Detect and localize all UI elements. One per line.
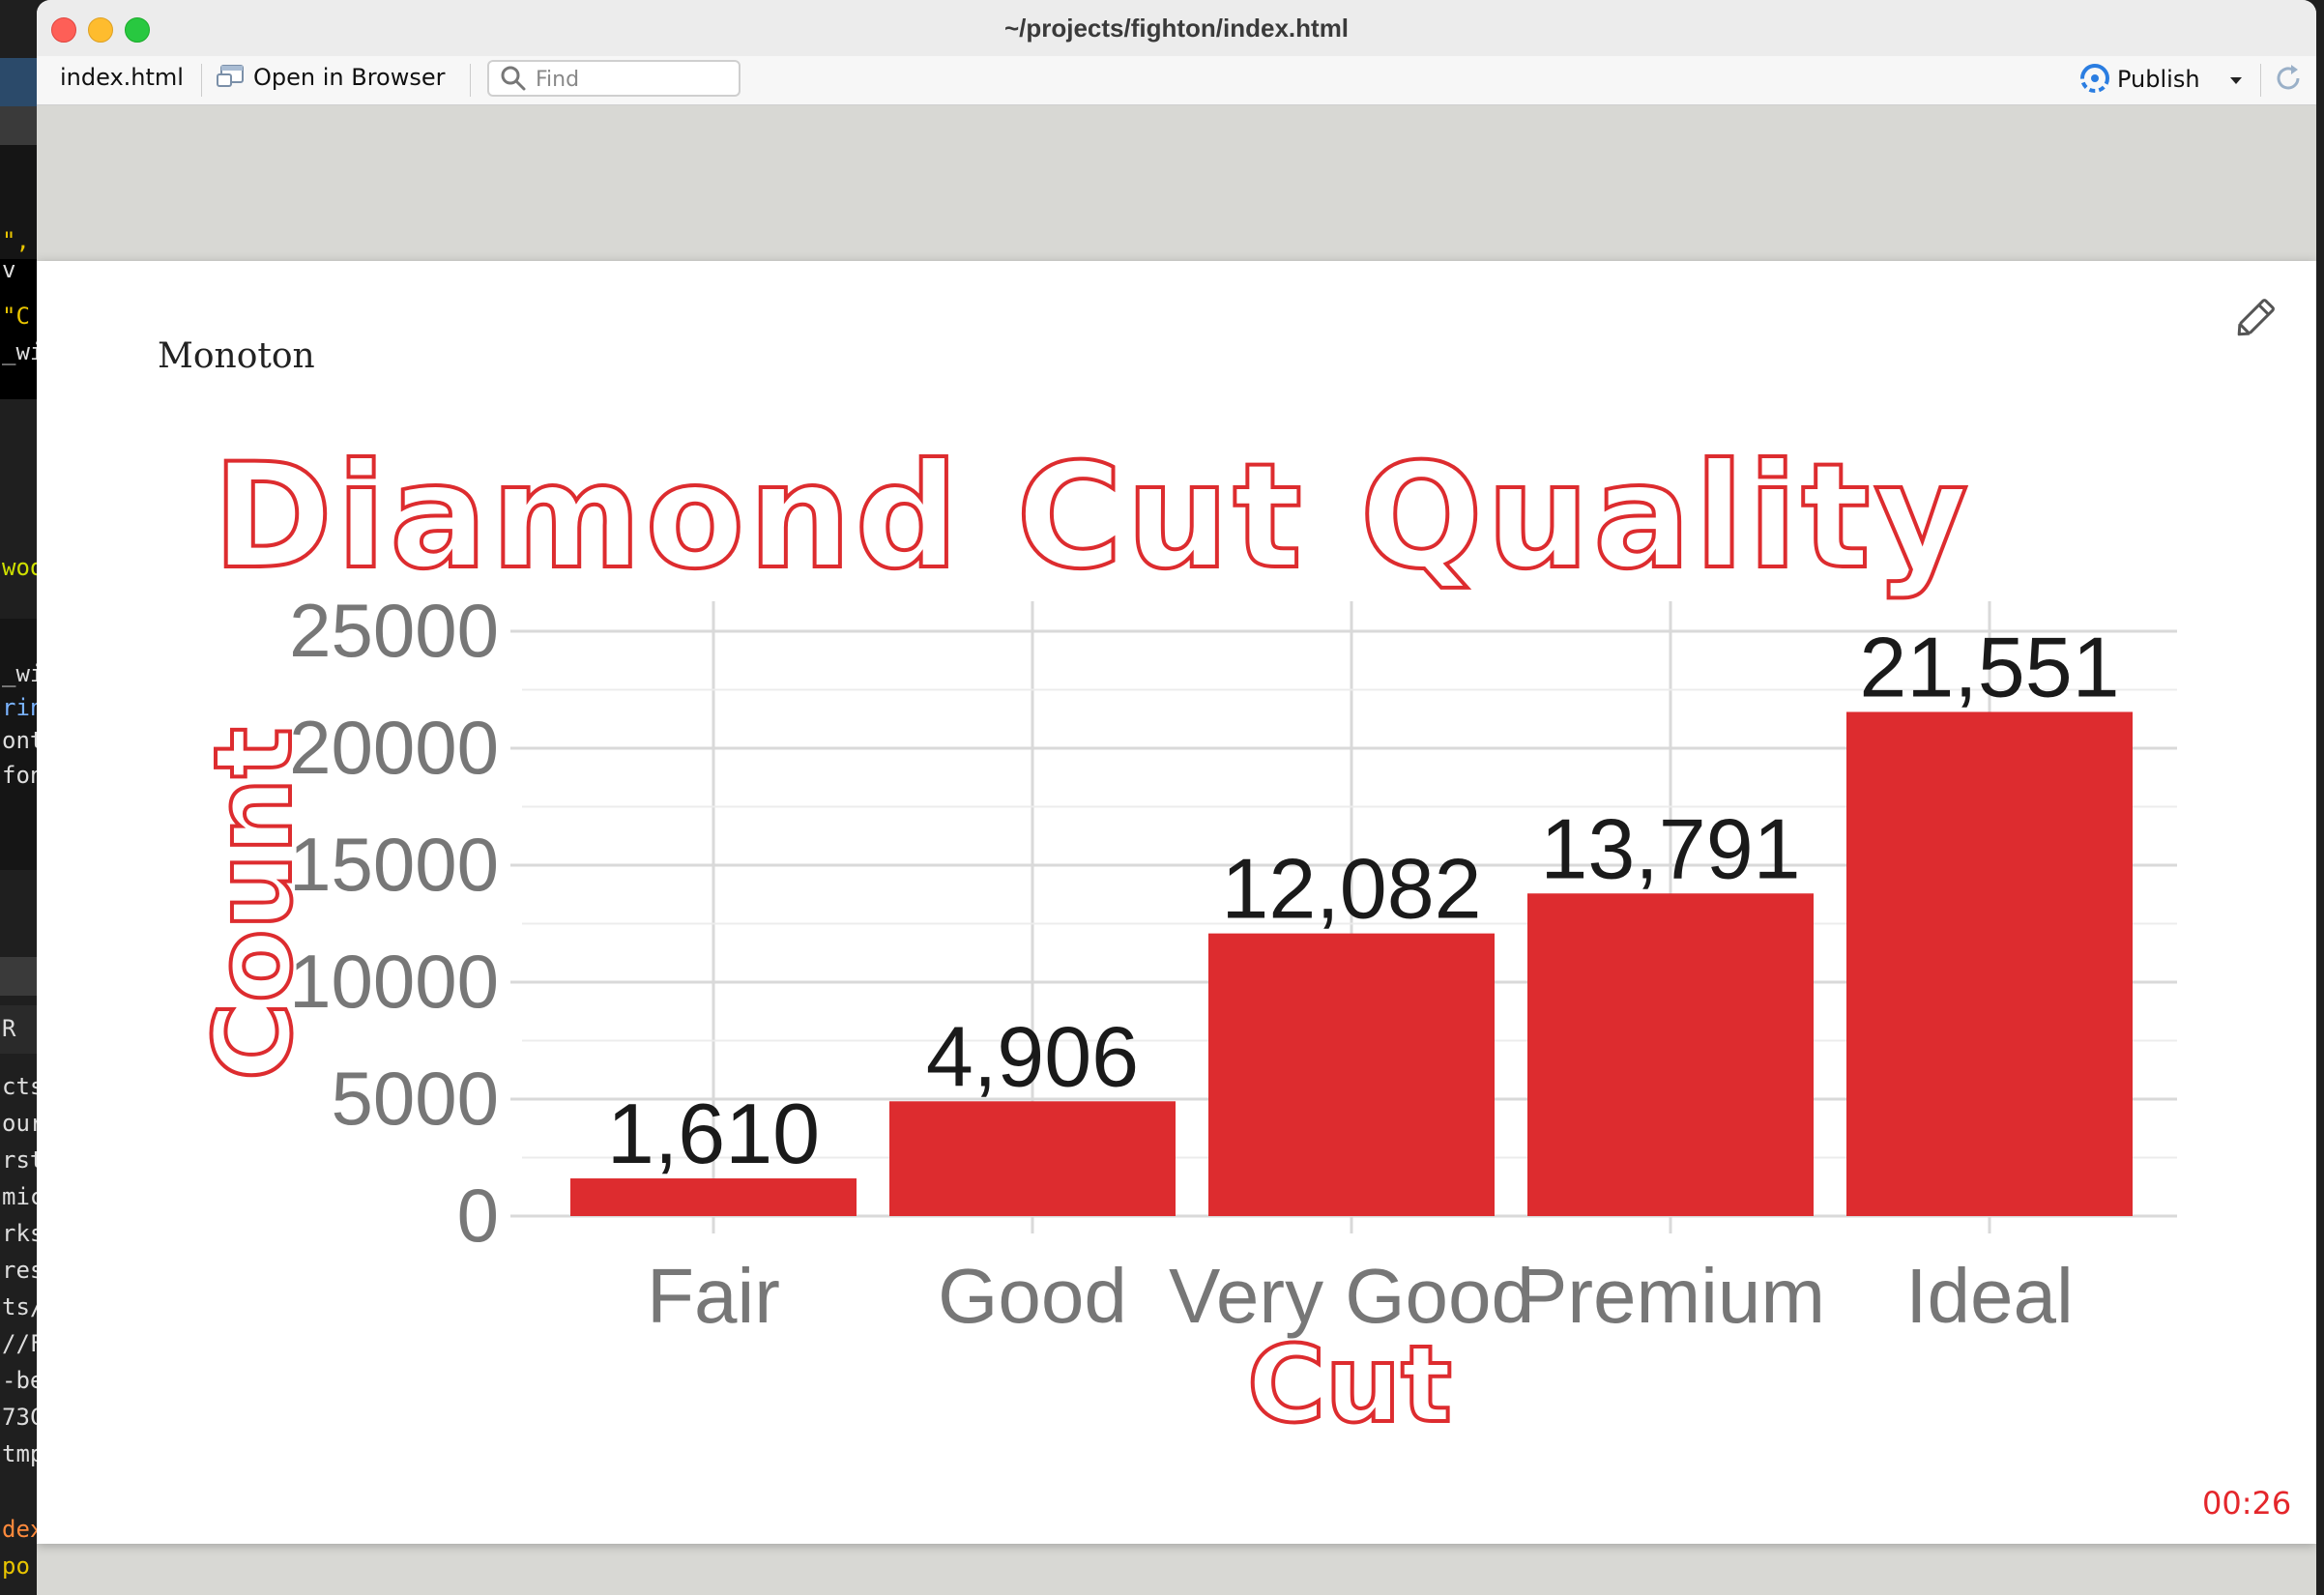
editor-code-block <box>0 619 37 870</box>
toolbar-separator <box>470 64 471 97</box>
y-tick-label: 5000 <box>331 1056 499 1141</box>
editor-pane-header <box>0 957 37 996</box>
editor-code-fragment: R <box>2 1015 16 1042</box>
bar-good <box>889 1101 1176 1216</box>
viewer-toolbar: index.html Open in Browser Publish <box>37 56 2316 105</box>
bar-value-label: 12,082 <box>1221 841 1481 937</box>
search-icon <box>501 66 526 91</box>
presentation-viewer: Monoton 0 5000 10000 15000 20000 25000 1,610 Fa… <box>37 261 2316 1544</box>
publish-icon <box>2080 64 2109 93</box>
title-bar: ~/projects/fighton/index.html <box>37 0 2316 57</box>
publish-button[interactable]: Publish <box>2078 64 2200 93</box>
bar-value-label: 1,610 <box>607 1086 820 1181</box>
toolbar-separator <box>201 64 202 97</box>
editor-tab-strip <box>0 1005 37 1054</box>
bar-premium <box>1527 893 1814 1216</box>
bar-very-good <box>1208 933 1495 1216</box>
bar-value-label: 13,791 <box>1540 800 1800 896</box>
editor-code-fragment: po <box>2 1552 30 1580</box>
presentation-timer: 00:26 <box>2202 1485 2292 1522</box>
minimize-window-button[interactable] <box>88 17 113 43</box>
y-axis-label: Count <box>191 727 315 1081</box>
editor-code-fragment: rks <box>2 1220 37 1247</box>
publish-label: Publish <box>2117 66 2200 93</box>
editor-code-fragment: _wi <box>2 338 37 365</box>
maximize-window-button[interactable] <box>125 17 150 43</box>
editor-code-fragment: ", <box>2 227 30 254</box>
bar-fair <box>570 1178 857 1216</box>
editor-code-fragment: -be <box>2 1367 37 1394</box>
editor-code-block <box>0 145 37 259</box>
viewer-window: ~/projects/fighton/index.html index.html… <box>37 0 2316 1595</box>
editor-toolbar-fragment <box>0 58 37 106</box>
background-right-edge <box>2316 0 2324 1595</box>
editor-code-fragment: 73C <box>2 1404 37 1431</box>
x-tick-label: Ideal <box>1905 1253 2073 1339</box>
slide-label: Monoton <box>158 336 315 376</box>
file-name-label[interactable]: index.html <box>60 64 184 91</box>
editor-code-fragment: woo <box>2 554 37 581</box>
editor-code-fragment: //F <box>2 1330 37 1357</box>
editor-code-fragment: tmp <box>2 1440 37 1467</box>
toolbar-separator <box>2260 64 2261 97</box>
x-tick-label: Good <box>938 1253 1127 1339</box>
find-field[interactable] <box>487 60 741 97</box>
chart-title-inner-stroke: Diamond Cut Quality <box>213 433 1972 601</box>
background-editor-strip: ",v"C_wiwoo_wirinontfonRctsourrstmicrksr… <box>0 0 37 1595</box>
editor-code-fragment: rst <box>2 1146 37 1174</box>
editor-code-fragment: mic <box>2 1183 37 1210</box>
window-title: ~/projects/fighton/index.html <box>1003 14 1350 43</box>
editor-code-fragment: rin <box>2 694 37 721</box>
editor-code-fragment: _wi <box>2 660 37 687</box>
editor-code-fragment: dex <box>2 1516 37 1543</box>
editor-code-fragment: "C <box>2 303 30 330</box>
publish-dropdown-arrow[interactable] <box>2227 68 2245 95</box>
y-tick-label: 10000 <box>289 939 499 1024</box>
open-in-browser-label: Open in Browser <box>253 64 446 91</box>
editor-header-fragment <box>0 106 37 145</box>
bar-ideal <box>1846 711 2133 1216</box>
chart-title: Diamond Cut Quality <box>213 433 1972 601</box>
bar-chart: 0 5000 10000 15000 20000 25000 1,610 Fair 4,906 G… <box>189 431 2177 1448</box>
open-in-browser-button[interactable]: Open in Browser <box>217 64 446 91</box>
bar-value-label: 21,551 <box>1859 619 2119 714</box>
y-tick-label: 25000 <box>289 588 499 673</box>
editor-code-fragment: ont <box>2 727 37 754</box>
editor-code-fragment: res <box>2 1257 37 1284</box>
editor-code-fragment: cts <box>2 1073 37 1100</box>
x-axis-label: Cut <box>1247 1322 1452 1446</box>
y-tick-label: 20000 <box>289 705 499 790</box>
chevron-down-icon <box>2230 77 2242 84</box>
x-tick-label: Premium <box>1516 1253 1825 1339</box>
editor-code-fragment: v <box>2 256 16 283</box>
y-tick-label: 15000 <box>289 822 499 907</box>
find-input[interactable] <box>534 66 731 93</box>
editor-code-fragment: our <box>2 1110 37 1137</box>
x-tick-label: Very Good <box>1169 1253 1534 1339</box>
editor-code-fragment: ts/ <box>2 1293 37 1320</box>
close-window-button[interactable] <box>51 17 76 43</box>
y-tick-label: 0 <box>457 1173 499 1258</box>
x-tick-label: Fair <box>647 1253 780 1339</box>
editor-code-block <box>0 259 37 399</box>
bar-value-label: 4,906 <box>926 1008 1139 1104</box>
refresh-icon <box>2277 65 2300 90</box>
refresh-button[interactable] <box>2272 62 2305 101</box>
browser-window-icon <box>217 65 244 87</box>
pencil-icon[interactable] <box>2233 290 2283 340</box>
editor-code-fragment: fon <box>2 762 37 789</box>
